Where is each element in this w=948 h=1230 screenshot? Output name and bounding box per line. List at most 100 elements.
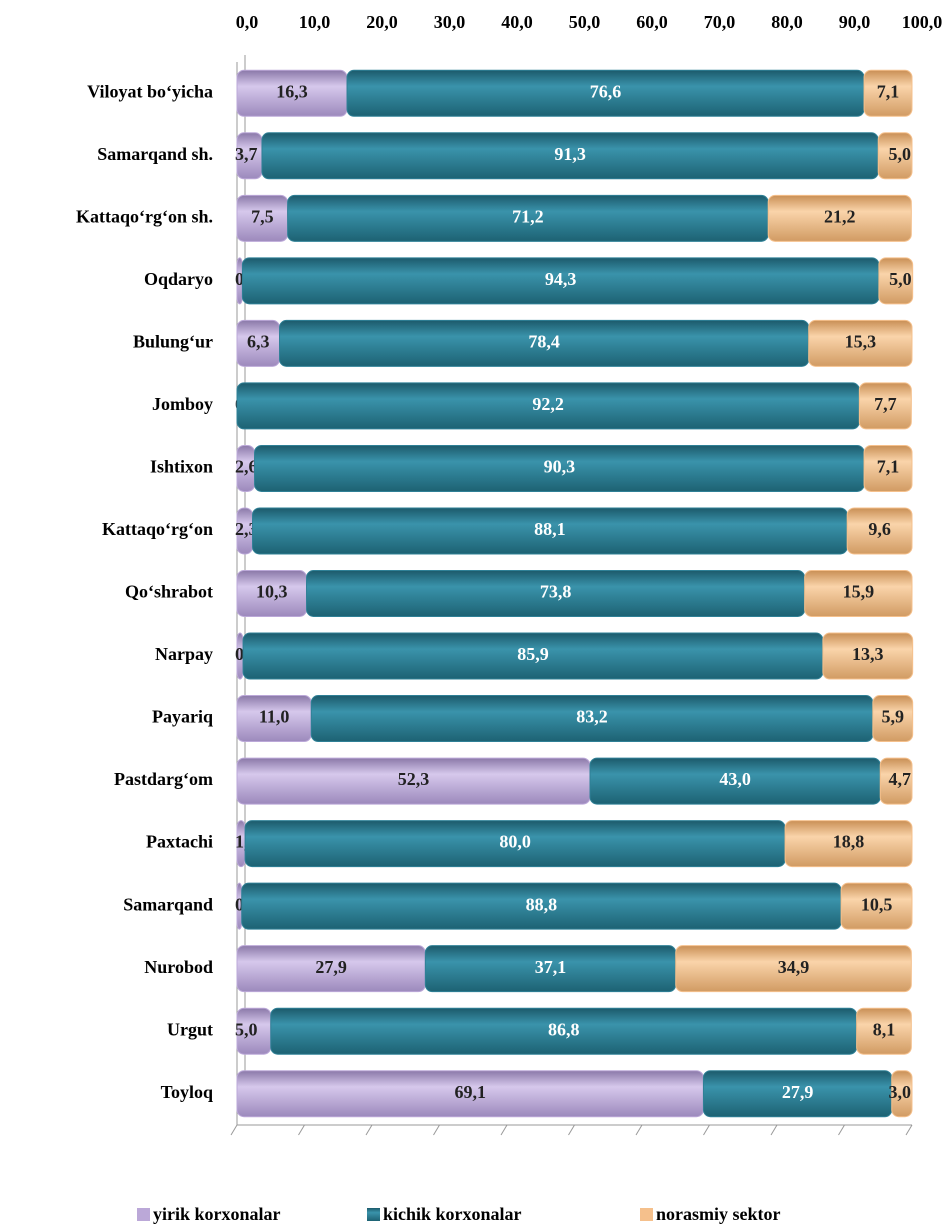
bar-segment	[675, 945, 912, 993]
value-label: 69,1	[454, 1082, 486, 1102]
tick-mark	[703, 1124, 710, 1136]
value-label: 80,0	[499, 832, 531, 852]
x-tick-label: 40,0	[501, 12, 533, 32]
bar-segment	[804, 570, 913, 617]
x-tick-label: 100,0	[902, 12, 943, 32]
value-label: 10,3	[256, 582, 288, 602]
bar-segment	[879, 757, 913, 805]
value-label: 92,2	[532, 394, 564, 414]
value-label: 18,8	[833, 832, 865, 852]
x-tick-label: 80,0	[771, 12, 803, 32]
value-label: 86,8	[548, 1019, 580, 1039]
category-label: Payariq	[152, 707, 213, 727]
bar-segment	[846, 507, 913, 555]
tick-mark	[838, 1124, 845, 1136]
category-label: Narpay	[155, 644, 213, 664]
legend-swatch	[367, 1208, 380, 1221]
value-label: 2,6	[235, 457, 258, 477]
bar-segment	[858, 382, 912, 430]
category-label: Urgut	[167, 1019, 213, 1039]
tick-mark	[230, 1124, 238, 1136]
value-label: 3,0	[889, 1082, 912, 1102]
value-label: 7,1	[877, 81, 900, 101]
value-label: 3,7	[235, 144, 258, 164]
x-tick-label: 30,0	[434, 12, 466, 32]
value-label: 78,4	[528, 332, 560, 352]
value-label: 94,3	[545, 269, 577, 289]
x-tick-label: 60,0	[636, 12, 668, 32]
bar-segment	[863, 444, 913, 492]
category-label: Qo‘shrabot	[125, 582, 213, 602]
value-label: 7,5	[251, 206, 274, 226]
value-label: 8,1	[873, 1019, 896, 1039]
bar-segment	[840, 882, 913, 930]
value-label: 15,9	[843, 582, 875, 602]
value-label: 34,9	[778, 957, 810, 977]
category-label: Oqdaryo	[144, 269, 213, 289]
value-label: 83,2	[576, 707, 608, 727]
value-label: 85,9	[517, 644, 549, 664]
value-label: 16,3	[276, 81, 308, 101]
bar-segment	[878, 257, 914, 305]
tick-mark	[905, 1124, 913, 1136]
value-label: 7,7	[874, 394, 897, 414]
bar-segment	[891, 1070, 913, 1118]
value-label: 88,1	[534, 519, 566, 539]
bar-segment	[767, 194, 912, 242]
bar-segment	[808, 319, 913, 367]
tick-mark	[365, 1124, 373, 1136]
value-label: 13,3	[852, 644, 884, 664]
value-label: 90,3	[544, 457, 576, 477]
value-label: 10,5	[861, 894, 893, 914]
category-label: Nurobod	[144, 957, 213, 977]
x-tick-label: 50,0	[569, 12, 601, 32]
value-label: 2,3	[235, 519, 258, 539]
value-label: 7,1	[877, 457, 900, 477]
bar-segment	[872, 695, 914, 743]
category-label: Kattaqo‘rg‘on	[102, 519, 213, 539]
x-tick-label: 20,0	[366, 12, 398, 32]
category-label: Samarqand	[123, 894, 213, 914]
x-tick-label: 0,0	[236, 12, 259, 32]
legend-label: kichik korxonalar	[383, 1204, 522, 1224]
category-label: Ishtixon	[150, 457, 213, 477]
bar-segment	[877, 132, 913, 180]
value-label: 5,9	[882, 707, 905, 727]
value-label: 37,1	[535, 957, 567, 977]
x-tick-label: 90,0	[839, 12, 871, 32]
value-label: 21,2	[824, 206, 856, 226]
bar-segment	[863, 69, 913, 117]
value-label: 11,0	[259, 707, 290, 727]
legend-swatch	[137, 1208, 150, 1221]
legend-label: norasmiy sektor	[656, 1204, 781, 1224]
value-label: 43,0	[719, 769, 751, 789]
value-label: 4,7	[889, 769, 912, 789]
value-label: 9,6	[868, 519, 891, 539]
legend-swatch	[640, 1208, 653, 1221]
value-label: 6,3	[247, 332, 270, 352]
bar-segment	[822, 632, 914, 680]
value-label: 73,8	[540, 582, 572, 602]
tick-mark	[635, 1124, 643, 1136]
tick-mark	[298, 1124, 305, 1136]
value-label: 71,2	[512, 206, 544, 226]
category-label: Toyloq	[161, 1082, 213, 1102]
category-label: Samarqand sh.	[97, 144, 213, 164]
value-label: 88,8	[526, 894, 558, 914]
value-label: 5,0	[889, 144, 912, 164]
bar-segment	[784, 820, 913, 868]
value-label: 27,9	[315, 957, 347, 977]
value-label: 76,6	[590, 81, 622, 101]
value-label: 15,3	[845, 332, 877, 352]
category-label: Bulung‘ur	[133, 332, 213, 352]
tick-mark	[433, 1124, 440, 1136]
x-tick-label: 10,0	[299, 12, 331, 32]
category-label: Paxtachi	[146, 832, 213, 852]
category-label: Pastdarg‘om	[114, 769, 213, 789]
value-label: 27,9	[782, 1082, 814, 1102]
value-label: 91,3	[554, 144, 586, 164]
value-label: 5,0	[235, 1019, 258, 1039]
tick-mark	[500, 1124, 508, 1136]
legend-label: yirik korxonalar	[153, 1204, 281, 1224]
